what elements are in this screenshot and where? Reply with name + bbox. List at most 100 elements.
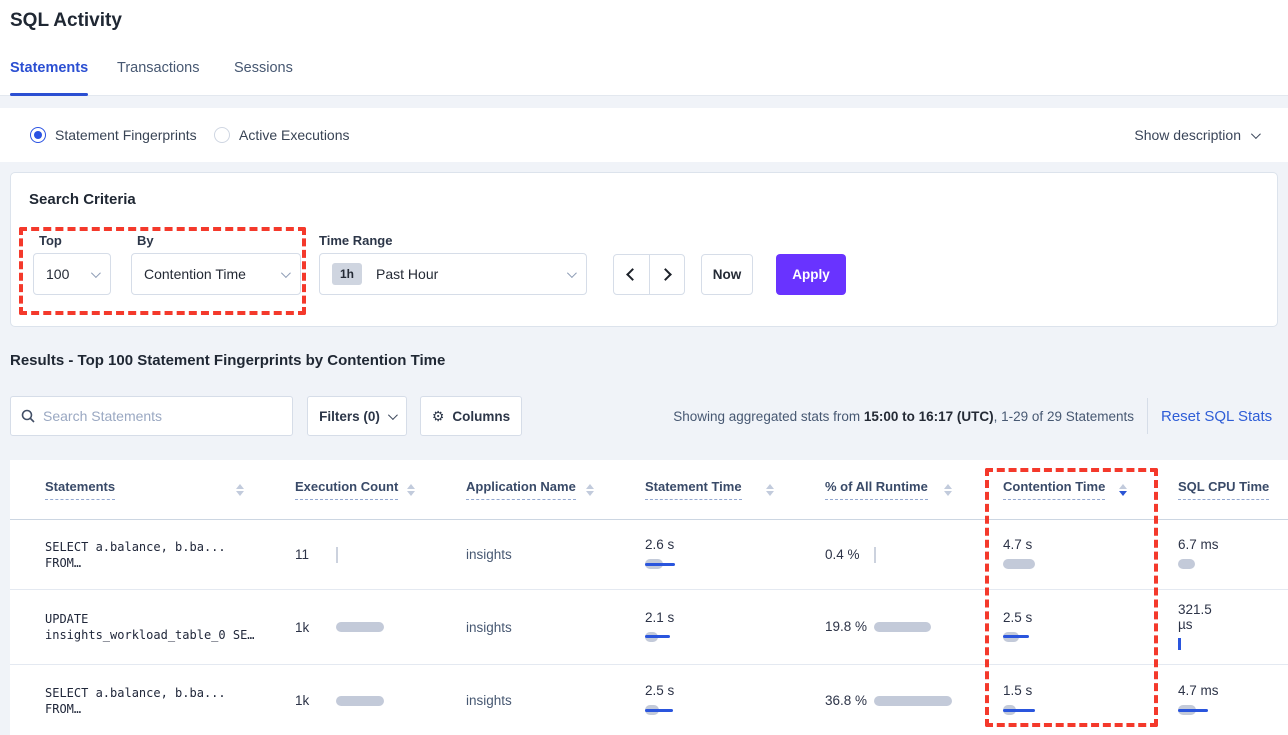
columns-label: Columns: [452, 408, 511, 424]
statement-cell[interactable]: SELECT a.balance, b.ba... FROM…: [10, 665, 260, 735]
radio-statement-fingerprints[interactable]: Statement Fingerprints: [30, 108, 197, 162]
sql-cpu-time-bar: [1178, 556, 1274, 572]
sort-icon[interactable]: [586, 483, 594, 496]
application-name-value: insights: [466, 547, 512, 562]
radio-label: Active Executions: [239, 127, 350, 143]
top-bar: SQL Activity Statements Transactions Ses…: [0, 0, 1288, 96]
pct-runtime-value: 19.8 %: [825, 619, 868, 635]
contention-time-bar: [1003, 702, 1099, 718]
chevron-down-icon: [387, 409, 398, 420]
header-label[interactable]: Application Name: [466, 479, 576, 500]
top-select[interactable]: 100: [33, 253, 111, 295]
statement-link[interactable]: FROM…: [45, 701, 82, 716]
pct-runtime-bar: [874, 619, 968, 635]
sort-icon[interactable]: [766, 483, 774, 496]
header-application-name: Application Name: [431, 460, 610, 519]
statement-link[interactable]: FROM…: [45, 555, 82, 570]
aggregated-stats-text: Showing aggregated stats from 15:00 to 1…: [673, 396, 1134, 436]
page-title: SQL Activity: [10, 10, 122, 31]
header-label[interactable]: SQL CPU Time: [1178, 479, 1270, 500]
sql-cpu-time-cell: 4.7 ms: [1143, 665, 1288, 735]
application-name-value: insights: [466, 619, 512, 635]
stats-prefix: Showing aggregated stats from: [673, 408, 864, 424]
chevron-left-icon: [626, 268, 640, 281]
stats-time-range: 15:00 to 16:17 (UTC): [863, 408, 994, 424]
statement-time-cell: 2.1 s: [610, 590, 790, 664]
time-next-button[interactable]: [648, 255, 685, 294]
statement-link[interactable]: UPDATE: [45, 612, 89, 626]
table-header-row: Statements Execution Count Application N…: [10, 460, 1288, 520]
tab-transactions[interactable]: Transactions: [117, 60, 200, 76]
pct-runtime-bar: [874, 693, 968, 709]
contention-time-cell: 4.7 s: [968, 520, 1143, 589]
sort-icon[interactable]: [944, 483, 952, 496]
contention-time-cell: 2.5 s: [968, 590, 1143, 664]
time-prev-button[interactable]: [614, 255, 649, 294]
time-range-label: Time Range: [319, 233, 393, 248]
execution-count-bar: [336, 546, 431, 563]
statement-time-cell: 2.6 s: [610, 520, 790, 589]
sql-cpu-time-bar: [1178, 702, 1274, 718]
header-label[interactable]: Statement Time: [645, 479, 742, 500]
radio-label: Statement Fingerprints: [55, 127, 197, 143]
execution-count-cell: 11: [260, 520, 431, 589]
execution-count-bar: [336, 693, 431, 709]
search-statements-box[interactable]: [10, 396, 293, 436]
header-pct-runtime: % of All Runtime: [790, 460, 968, 519]
statement-cell[interactable]: UPDATE insights_workload_table_0 SE…: [10, 590, 260, 664]
by-select[interactable]: Contention Time: [131, 253, 301, 295]
contention-time-value: 2.5 s: [1003, 609, 1033, 625]
header-statement-time: Statement Time: [610, 460, 790, 519]
reset-sql-stats-link[interactable]: Reset SQL Stats: [1161, 407, 1273, 425]
sql-cpu-time-value: 6.7 ms: [1178, 537, 1219, 552]
statement-link[interactable]: SELECT a.balance, b.ba...: [45, 685, 226, 700]
search-statements-input[interactable]: [43, 408, 282, 424]
pct-runtime-cell: 19.8 %: [790, 590, 968, 664]
statement-link[interactable]: SELECT a.balance, b.ba...: [45, 539, 226, 554]
chevron-down-icon: [566, 267, 577, 278]
radio-active-executions[interactable]: Active Executions: [214, 108, 350, 162]
radio-unselected-icon[interactable]: [214, 127, 230, 143]
search-criteria-card: Search Criteria Top 100 By Contention Ti…: [10, 172, 1278, 327]
by-label: By: [137, 233, 154, 248]
filters-label: Filters (0): [319, 408, 380, 424]
now-button[interactable]: Now: [701, 254, 753, 295]
columns-button[interactable]: ⚙ Columns: [420, 396, 522, 436]
sql-cpu-time-bar: [1178, 636, 1274, 652]
table-row: SELECT a.balance, b.ba... FROM… 11 insig…: [10, 520, 1288, 590]
header-label[interactable]: Execution Count: [295, 479, 399, 500]
sort-icon[interactable]: [236, 483, 244, 496]
execution-count-cell: 1k: [260, 665, 431, 735]
statement-link[interactable]: insights_workload_table_0 SE…: [45, 628, 255, 642]
filters-button[interactable]: Filters (0): [307, 396, 407, 436]
header-contention-time: Contention Time: [968, 460, 1143, 519]
application-name-value: insights: [466, 693, 512, 708]
statement-time-bar: [645, 629, 741, 645]
radio-selected-icon[interactable]: [30, 127, 46, 143]
header-label[interactable]: % of All Runtime: [825, 479, 928, 500]
header-label[interactable]: Contention Time: [1003, 479, 1106, 500]
header-label[interactable]: Statements: [45, 479, 116, 500]
search-criteria-heading: Search Criteria: [29, 191, 136, 208]
tab-sessions[interactable]: Sessions: [234, 60, 293, 76]
apply-button[interactable]: Apply: [776, 254, 846, 295]
statement-cell[interactable]: SELECT a.balance, b.ba... FROM…: [10, 520, 260, 589]
time-pager: [613, 254, 685, 295]
header-execution-count: Execution Count: [260, 460, 431, 519]
tab-statements[interactable]: Statements: [10, 60, 89, 76]
application-name-cell: insights: [431, 520, 610, 589]
contention-time-value: 4.7 s: [1003, 537, 1033, 552]
show-description-toggle[interactable]: Show description: [1134, 108, 1261, 162]
statement-time-bar: [645, 702, 741, 718]
statement-time-cell: 2.5 s: [610, 665, 790, 735]
sort-icon-active-desc[interactable]: [1119, 483, 1127, 496]
toolbar-divider: [1147, 398, 1148, 434]
chevron-right-icon: [658, 268, 672, 281]
sql-cpu-time-cell: 6.7 ms: [1143, 520, 1288, 589]
execution-count-value: 1k: [295, 693, 310, 708]
sort-icon[interactable]: [407, 483, 415, 496]
by-select-value: Contention Time: [144, 266, 246, 282]
time-range-select[interactable]: 1h Past Hour: [319, 253, 587, 295]
statement-time-value: 2.6 s: [645, 537, 675, 552]
